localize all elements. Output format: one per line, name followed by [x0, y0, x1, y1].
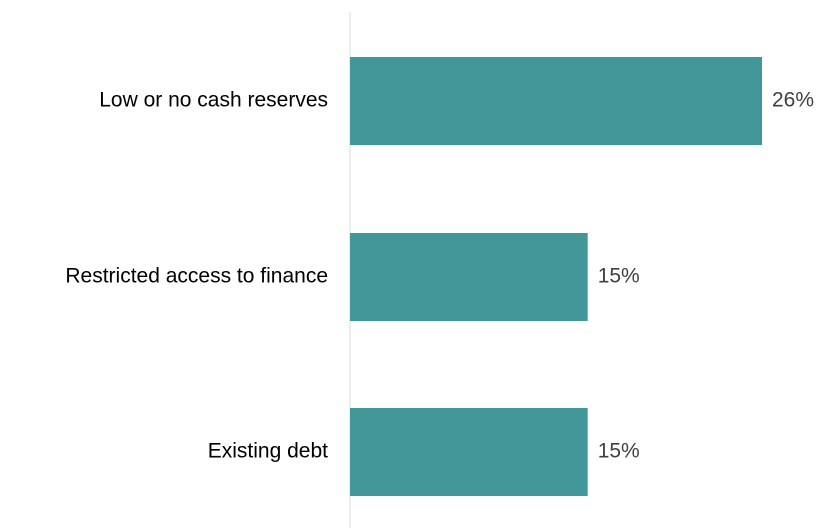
- bars-group: [350, 57, 762, 496]
- bar: [350, 233, 588, 321]
- category-label: Restricted access to finance: [65, 265, 328, 288]
- category-label: Existing debt: [208, 440, 328, 463]
- category-label: Low or no cash reserves: [99, 89, 328, 112]
- value-label: 15%: [598, 440, 640, 463]
- category-labels-group: Low or no cash reserves Restricted access…: [65, 89, 328, 463]
- value-label: 15%: [598, 265, 640, 288]
- bar: [350, 57, 762, 145]
- value-labels-group: 26% 15% 15%: [598, 89, 814, 463]
- value-label: 26%: [772, 89, 814, 112]
- bar: [350, 408, 588, 496]
